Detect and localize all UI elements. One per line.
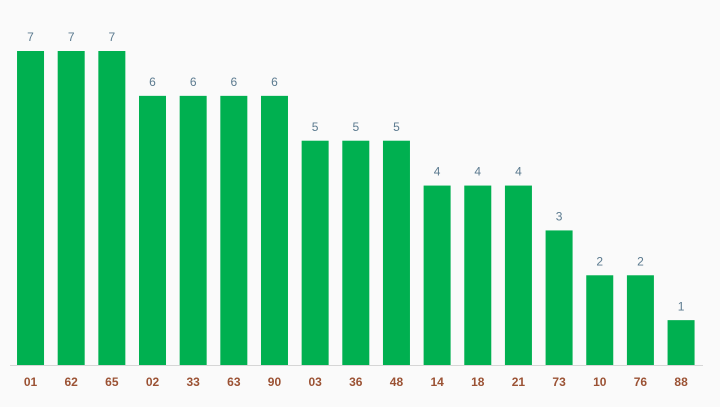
bar <box>57 51 85 365</box>
value-label: 1 <box>678 299 685 313</box>
bar <box>586 275 614 365</box>
x-tick-label: 63 <box>227 375 241 389</box>
x-tick-label: 18 <box>471 375 485 389</box>
value-label: 6 <box>230 75 237 89</box>
x-tick-label: 88 <box>674 375 688 389</box>
bar <box>98 51 126 365</box>
value-label: 7 <box>27 30 34 44</box>
value-label: 4 <box>434 165 441 179</box>
value-label: 2 <box>637 254 644 268</box>
bar <box>342 140 370 365</box>
value-label: 3 <box>556 210 563 224</box>
value-label: 6 <box>190 75 197 89</box>
bar <box>545 230 573 365</box>
x-tick-label: 48 <box>390 375 404 389</box>
value-label: 2 <box>596 254 603 268</box>
bar <box>179 95 207 365</box>
bar <box>260 95 288 365</box>
bar <box>382 140 410 365</box>
x-tick-label: 62 <box>65 375 79 389</box>
bar <box>423 185 451 365</box>
bar <box>301 140 329 365</box>
bar <box>17 51 45 365</box>
value-label: 4 <box>515 165 522 179</box>
x-tick-label: 65 <box>105 375 119 389</box>
x-tick-label: 33 <box>186 375 200 389</box>
value-label: 5 <box>393 120 400 134</box>
value-label: 7 <box>68 30 75 44</box>
value-label: 6 <box>271 75 278 89</box>
bar <box>464 185 492 365</box>
bar <box>504 185 532 365</box>
x-tick-label: 01 <box>24 375 38 389</box>
x-tick-label: 76 <box>634 375 648 389</box>
x-tick-label: 14 <box>430 375 444 389</box>
value-label: 4 <box>474 165 481 179</box>
x-tick-label: 90 <box>268 375 282 389</box>
x-tick-label: 36 <box>349 375 363 389</box>
value-label: 7 <box>109 30 116 44</box>
value-label: 5 <box>352 120 359 134</box>
bar <box>139 95 167 365</box>
x-tick-label: 02 <box>146 375 160 389</box>
value-label: 6 <box>149 75 156 89</box>
bar <box>626 275 654 365</box>
bar <box>220 95 248 365</box>
x-tick-label: 21 <box>512 375 526 389</box>
x-tick-label: 73 <box>552 375 566 389</box>
x-tick-label: 10 <box>593 375 607 389</box>
value-label: 5 <box>312 120 319 134</box>
bar <box>667 320 695 365</box>
x-tick-label: 03 <box>308 375 322 389</box>
